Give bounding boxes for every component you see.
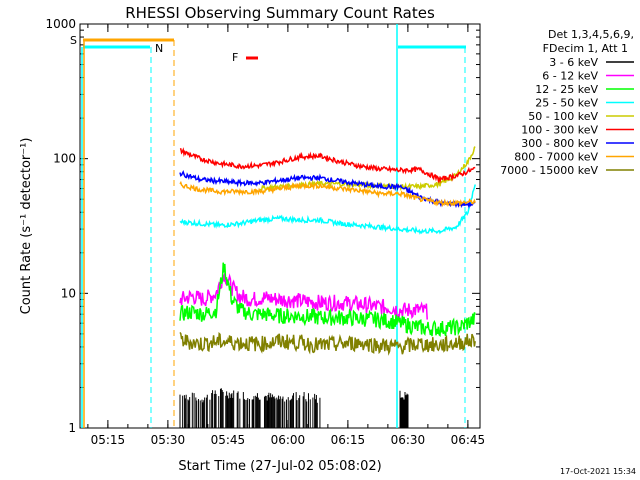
series-line bbox=[179, 180, 476, 208]
series-line bbox=[179, 273, 428, 320]
series-6to12keV-keV bbox=[179, 273, 428, 320]
legend-label: 12 - 25 keV bbox=[535, 83, 598, 96]
y-tick-label: 1000 bbox=[45, 17, 76, 31]
legend: Det 1,3,4,5,6,9, FDecim 1, Att 1 3 - 6 k… bbox=[500, 28, 634, 177]
x-tick-label: 06:45 bbox=[451, 433, 486, 447]
series-800to7000keV-keV bbox=[179, 180, 476, 208]
legend-label: 3 - 6 keV bbox=[549, 56, 598, 69]
y-axis-label: Count Rate (s⁻¹ detector⁻¹) bbox=[19, 138, 34, 315]
series-100to300keV-keV bbox=[179, 147, 476, 185]
series-line bbox=[179, 147, 476, 185]
legend-label: 50 - 100 keV bbox=[528, 110, 598, 123]
series-line bbox=[179, 262, 476, 337]
x-tick-label: 05:15 bbox=[91, 433, 126, 447]
data-series bbox=[179, 146, 476, 428]
x-axis-ticks: 05:15 05:30 05:45 06:00 06:15 06:30 06:45 bbox=[87, 24, 486, 447]
legend-header-line-2: FDecim 1, Att 1 bbox=[543, 42, 628, 55]
x-tick-label: 06:00 bbox=[271, 433, 306, 447]
series-line bbox=[179, 184, 476, 235]
legend-label: 6 - 12 keV bbox=[542, 70, 598, 83]
x-tick-label: 06:15 bbox=[331, 433, 366, 447]
series-25to50keV-keV bbox=[179, 184, 476, 235]
y-tick-label: 100 bbox=[53, 152, 76, 166]
series-12to25keV-keV bbox=[179, 262, 476, 337]
x-tick-label: 05:45 bbox=[211, 433, 246, 447]
x-tick-label: 06:30 bbox=[391, 433, 426, 447]
legend-label: 300 - 800 keV bbox=[521, 137, 598, 150]
footer-date: 17-Oct-2021 15:34 bbox=[560, 467, 636, 476]
legend-label: 25 - 50 keV bbox=[535, 97, 598, 110]
legend-label: 7000 - 15000 keV bbox=[500, 164, 598, 177]
chart-title: RHESSI Observing Summary Count Rates bbox=[125, 4, 435, 22]
series-7000to15000keV-keV bbox=[179, 331, 476, 356]
legend-label: 100 - 300 keV bbox=[521, 124, 598, 137]
annotation-n-label: N bbox=[155, 42, 163, 55]
plot-frame bbox=[79, 23, 481, 429]
series-3to6keV-keV bbox=[179, 388, 409, 428]
y-tick-label: 10 bbox=[61, 286, 76, 300]
annotation-s-label: S bbox=[70, 34, 77, 47]
series-line bbox=[179, 331, 476, 356]
legend-header-line-1: Det 1,3,4,5,6,9, bbox=[548, 28, 634, 41]
annotation-f-label: F bbox=[232, 51, 238, 64]
y-tick-label: 1 bbox=[68, 421, 76, 435]
annotation-lines bbox=[81, 24, 466, 428]
y-axis-ticks: 1 10 100 1000 bbox=[45, 17, 480, 435]
legend-label: 800 - 7000 keV bbox=[514, 151, 598, 164]
x-axis-label: Start Time (27-Jul-02 05:08:02) bbox=[178, 459, 381, 474]
x-tick-label: 05:30 bbox=[151, 433, 186, 447]
